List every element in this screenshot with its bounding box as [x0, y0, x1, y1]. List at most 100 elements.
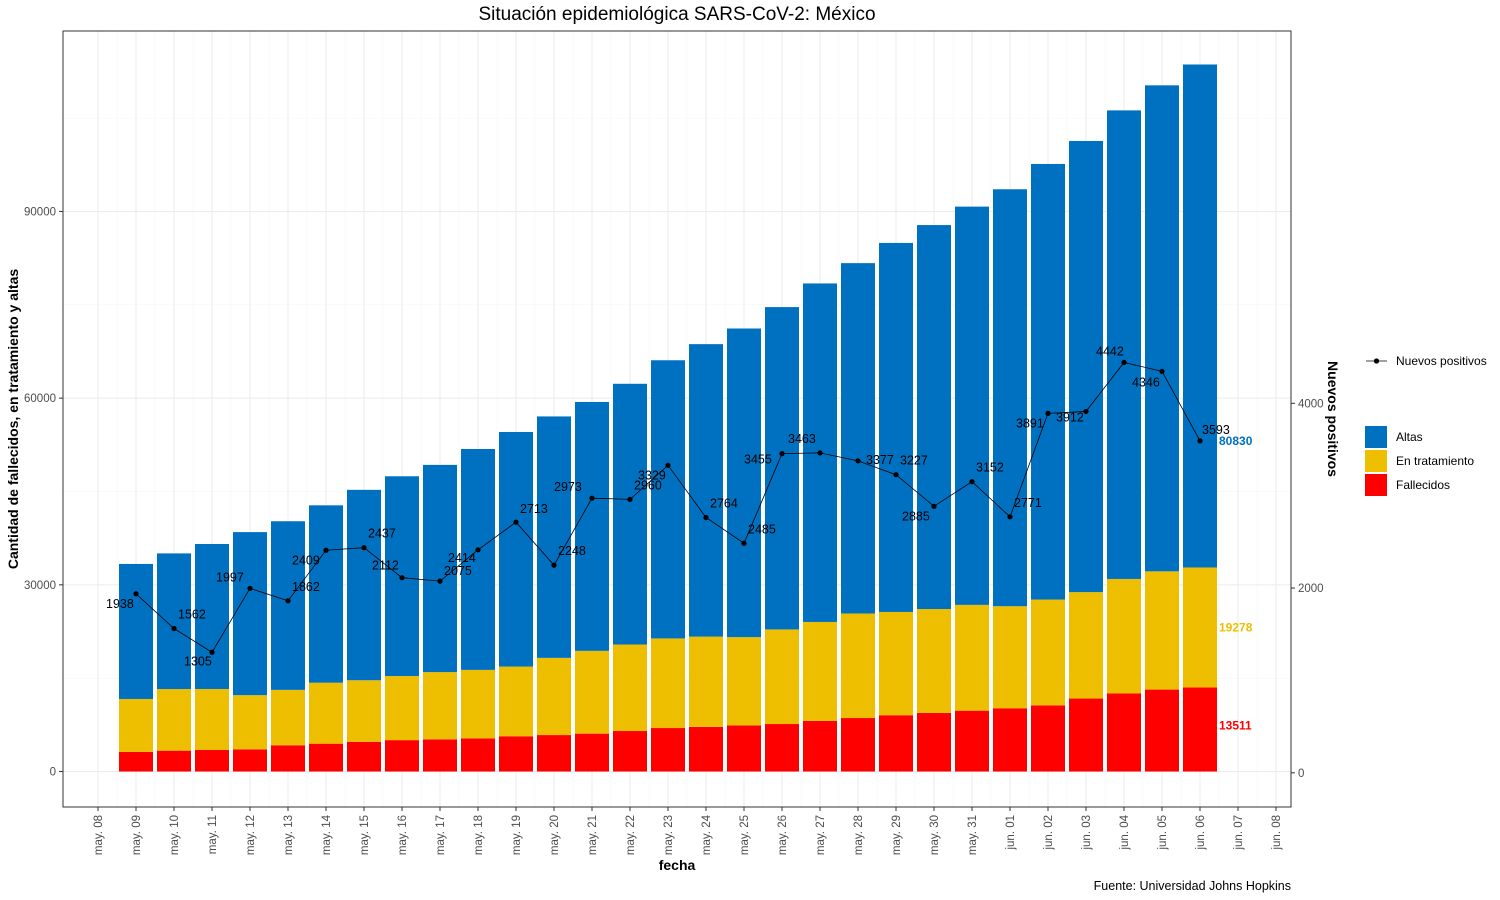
line-point: [969, 479, 975, 485]
y-right-tick-label: 2000: [1298, 583, 1324, 595]
legend: Nuevos positivos Altas En tratamiento Falle…: [1365, 354, 1487, 496]
line-point: [361, 545, 367, 551]
x-tick-label: may. 09: [131, 815, 143, 855]
point-label: 3455: [744, 453, 772, 467]
y-left-tick-label: 90000: [24, 206, 56, 218]
end-label: 13511: [1219, 718, 1252, 732]
bar-en-tratamiento: [1031, 599, 1065, 706]
x-tick-label: may. 19: [511, 815, 523, 855]
bar-altas: [1145, 85, 1179, 572]
line-point: [817, 450, 823, 456]
point-label: 1997: [216, 570, 244, 584]
point-label: 4442: [1096, 344, 1124, 358]
legend-swatch: [1365, 474, 1387, 496]
x-tick-label: may. 12: [245, 815, 257, 855]
axes: 0 30000 60000 90000 0 2000 4000 may. 08 may. 09 m…: [24, 206, 1324, 855]
bar-en-tratamiento: [613, 644, 647, 732]
bar-altas: [195, 543, 229, 689]
x-axis-title: fecha: [659, 857, 696, 873]
bar-fallecidos: [385, 740, 419, 772]
bar-altas: [841, 263, 875, 614]
x-tick-label: may. 20: [549, 815, 561, 855]
line-point: [475, 547, 481, 553]
bar-en-tratamiento: [195, 688, 229, 750]
bar-fallecidos: [879, 715, 913, 772]
bar-en-tratamiento: [575, 650, 609, 734]
bar-altas: [499, 431, 533, 667]
point-label: 3152: [976, 461, 1004, 475]
bar-fallecidos: [727, 725, 761, 772]
end-label: 19278: [1219, 620, 1253, 634]
bar-altas: [727, 328, 761, 638]
bar-altas: [347, 489, 381, 681]
bar-en-tratamiento: [271, 689, 305, 746]
x-tick-label: jun. 06: [1195, 815, 1207, 851]
point-label: 2248: [558, 544, 586, 558]
x-tick-label: jun. 03: [1081, 815, 1093, 851]
bar-en-tratamiento: [1145, 571, 1179, 690]
x-tick-label: may. 14: [321, 814, 333, 855]
legend-swatch: [1365, 426, 1387, 448]
bar-altas: [613, 383, 647, 645]
point-label: 2075: [444, 564, 472, 578]
bar-altas: [689, 344, 723, 637]
line-point: [247, 585, 253, 591]
bar-altas: [537, 416, 571, 658]
bar-en-tratamiento: [917, 609, 951, 713]
bar-altas: [765, 307, 799, 630]
bar-fallecidos: [157, 750, 191, 772]
bar-fallecidos: [1145, 689, 1179, 772]
x-tick-label: jun. 04: [1119, 814, 1131, 850]
bar-fallecidos: [955, 710, 989, 772]
bar-altas: [271, 521, 305, 690]
bar-fallecidos: [1107, 693, 1141, 772]
bar-en-tratamiento: [347, 680, 381, 742]
bar-en-tratamiento: [385, 676, 419, 741]
point-label: 2414: [448, 551, 476, 565]
bar-en-tratamiento: [461, 669, 495, 739]
point-label: 1562: [178, 608, 206, 622]
point-label: 2771: [1014, 496, 1042, 510]
bar-fallecidos: [841, 718, 875, 772]
bar-altas: [309, 505, 343, 683]
bar-altas: [119, 563, 153, 699]
bar-altas: [1069, 140, 1103, 593]
bar-en-tratamiento: [1069, 592, 1103, 699]
x-tick-label: may. 21: [587, 815, 599, 855]
bar-altas: [1183, 64, 1217, 568]
bar-en-tratamiento: [765, 629, 799, 725]
bar-fallecidos: [1183, 687, 1217, 772]
line-point: [893, 472, 899, 478]
end-label: 80830: [1219, 434, 1253, 448]
line-point: [551, 562, 557, 568]
bar-fallecidos: [271, 745, 305, 772]
bar-altas: [1031, 163, 1065, 600]
bar-fallecidos: [423, 739, 457, 772]
bar-en-tratamiento: [423, 672, 457, 740]
bar-fallecidos: [1069, 698, 1103, 772]
x-tick-label: jun. 05: [1157, 815, 1169, 851]
plot-frame: [62, 30, 1292, 808]
point-labels: 1938 1562 1305 1997 1862 2409 2437 2112 20752414…: [106, 344, 1230, 668]
bar-fallecidos: [119, 751, 153, 772]
line-point: [1159, 368, 1165, 374]
point-label: 2960: [634, 478, 662, 492]
legend-fill-label: En tratamiento: [1396, 454, 1474, 468]
point-label: 3463: [788, 432, 816, 446]
x-tick-label: jun. 07: [1233, 815, 1245, 851]
legend-line-label: Nuevos positivos: [1396, 354, 1487, 368]
bar-fallecidos: [575, 733, 609, 772]
bar-altas: [955, 206, 989, 605]
bar-en-tratamiento: [841, 613, 875, 719]
line-point: [1083, 408, 1089, 415]
point-label: 1938: [106, 597, 134, 611]
bar-altas: [1107, 110, 1141, 579]
y-right-tick-label: 4000: [1298, 398, 1324, 410]
point-label: 2713: [520, 502, 548, 516]
bar-altas: [879, 242, 913, 612]
bar-en-tratamiento: [879, 611, 913, 716]
bar-en-tratamiento: [1107, 578, 1141, 694]
x-tick-label: may. 27: [815, 815, 827, 855]
line-point: [1197, 438, 1203, 444]
line-point: [209, 649, 215, 655]
